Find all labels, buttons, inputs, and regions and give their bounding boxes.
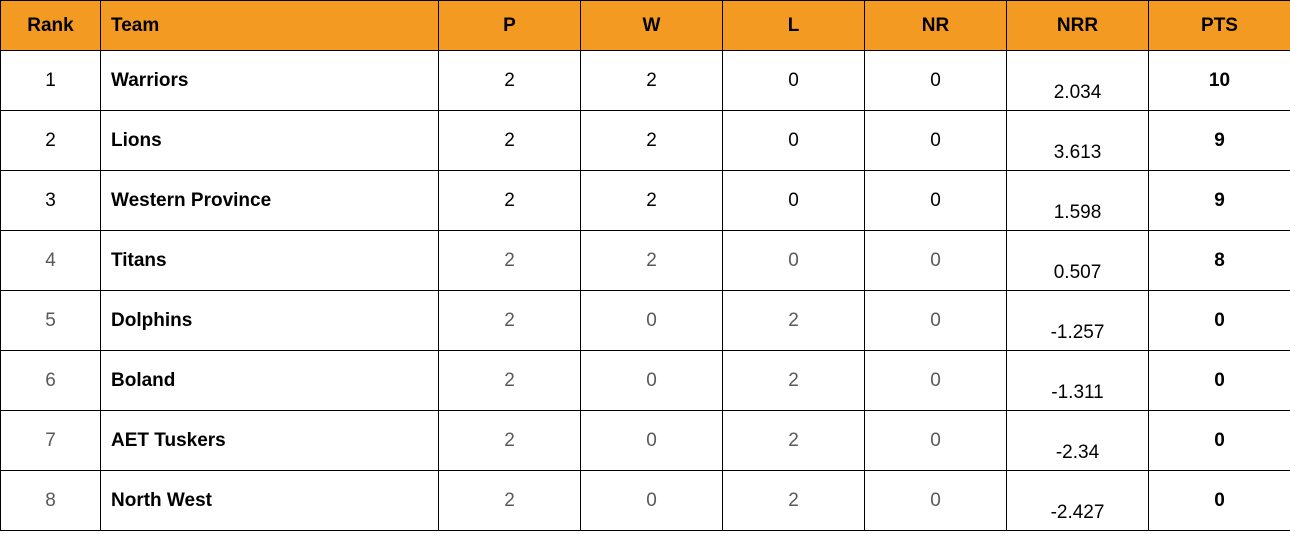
cell-pts: 8 [1149, 231, 1290, 291]
cell-l: 2 [723, 471, 865, 531]
table-row: 8North West2020-2.4270 [1, 471, 1290, 531]
cell-l: 2 [723, 351, 865, 411]
cell-p: 2 [439, 291, 581, 351]
header-p: P [439, 1, 581, 51]
standings-table: RankTeamPWLNRNRRPTS 1Warriors22002.03410… [0, 0, 1290, 531]
header-row: RankTeamPWLNRNRRPTS [1, 1, 1290, 51]
cell-l: 0 [723, 171, 865, 231]
cell-nrr: 1.598 [1007, 171, 1149, 231]
cell-rank: 2 [1, 111, 101, 171]
cell-pts: 0 [1149, 471, 1290, 531]
cell-pts: 10 [1149, 51, 1290, 111]
cell-w: 2 [581, 51, 723, 111]
cell-rank: 6 [1, 351, 101, 411]
cell-team: Western Province [101, 171, 439, 231]
cell-nrr: 0.507 [1007, 231, 1149, 291]
table-row: 3Western Province22001.5989 [1, 171, 1290, 231]
cell-pts: 0 [1149, 291, 1290, 351]
cell-p: 2 [439, 411, 581, 471]
cell-team: Boland [101, 351, 439, 411]
cell-w: 0 [581, 471, 723, 531]
header-w: W [581, 1, 723, 51]
cell-w: 0 [581, 351, 723, 411]
header-pts: PTS [1149, 1, 1290, 51]
cell-nrr: -1.257 [1007, 291, 1149, 351]
header-team: Team [101, 1, 439, 51]
cell-p: 2 [439, 111, 581, 171]
cell-l: 0 [723, 111, 865, 171]
cell-w: 0 [581, 291, 723, 351]
cell-nr: 0 [865, 471, 1007, 531]
cell-team: Warriors [101, 51, 439, 111]
table-row: 4Titans22000.5078 [1, 231, 1290, 291]
cell-nr: 0 [865, 291, 1007, 351]
cell-pts: 0 [1149, 351, 1290, 411]
cell-p: 2 [439, 171, 581, 231]
table-row: 7AET Tuskers2020-2.340 [1, 411, 1290, 471]
table-row: 6Boland2020-1.3110 [1, 351, 1290, 411]
cell-w: 2 [581, 231, 723, 291]
cell-team: Lions [101, 111, 439, 171]
cell-rank: 7 [1, 411, 101, 471]
cell-team: Dolphins [101, 291, 439, 351]
header-rank: Rank [1, 1, 101, 51]
table-row: 2Lions22003.6139 [1, 111, 1290, 171]
cell-rank: 8 [1, 471, 101, 531]
table-head: RankTeamPWLNRNRRPTS [1, 1, 1290, 51]
cell-w: 2 [581, 111, 723, 171]
cell-p: 2 [439, 471, 581, 531]
cell-pts: 9 [1149, 111, 1290, 171]
cell-rank: 4 [1, 231, 101, 291]
cell-p: 2 [439, 51, 581, 111]
cell-team: AET Tuskers [101, 411, 439, 471]
cell-nrr: 3.613 [1007, 111, 1149, 171]
cell-l: 2 [723, 291, 865, 351]
cell-nr: 0 [865, 411, 1007, 471]
table-row: 5Dolphins2020-1.2570 [1, 291, 1290, 351]
cell-pts: 9 [1149, 171, 1290, 231]
table-body: 1Warriors22002.034102Lions22003.61393Wes… [1, 51, 1290, 531]
cell-team: Titans [101, 231, 439, 291]
cell-l: 0 [723, 231, 865, 291]
cell-nr: 0 [865, 171, 1007, 231]
cell-p: 2 [439, 351, 581, 411]
cell-p: 2 [439, 231, 581, 291]
header-nr: NR [865, 1, 1007, 51]
cell-nr: 0 [865, 351, 1007, 411]
table-row: 1Warriors22002.03410 [1, 51, 1290, 111]
cell-l: 2 [723, 411, 865, 471]
cell-nrr: 2.034 [1007, 51, 1149, 111]
header-l: L [723, 1, 865, 51]
cell-nr: 0 [865, 231, 1007, 291]
cell-w: 0 [581, 411, 723, 471]
cell-team: North West [101, 471, 439, 531]
standings-wrapper: RankTeamPWLNRNRRPTS 1Warriors22002.03410… [0, 0, 1290, 531]
cell-nrr: -2.34 [1007, 411, 1149, 471]
cell-pts: 0 [1149, 411, 1290, 471]
cell-nrr: -2.427 [1007, 471, 1149, 531]
cell-w: 2 [581, 171, 723, 231]
cell-nr: 0 [865, 51, 1007, 111]
cell-nr: 0 [865, 111, 1007, 171]
cell-rank: 3 [1, 171, 101, 231]
cell-l: 0 [723, 51, 865, 111]
header-nrr: NRR [1007, 1, 1149, 51]
cell-rank: 1 [1, 51, 101, 111]
cell-rank: 5 [1, 291, 101, 351]
cell-nrr: -1.311 [1007, 351, 1149, 411]
